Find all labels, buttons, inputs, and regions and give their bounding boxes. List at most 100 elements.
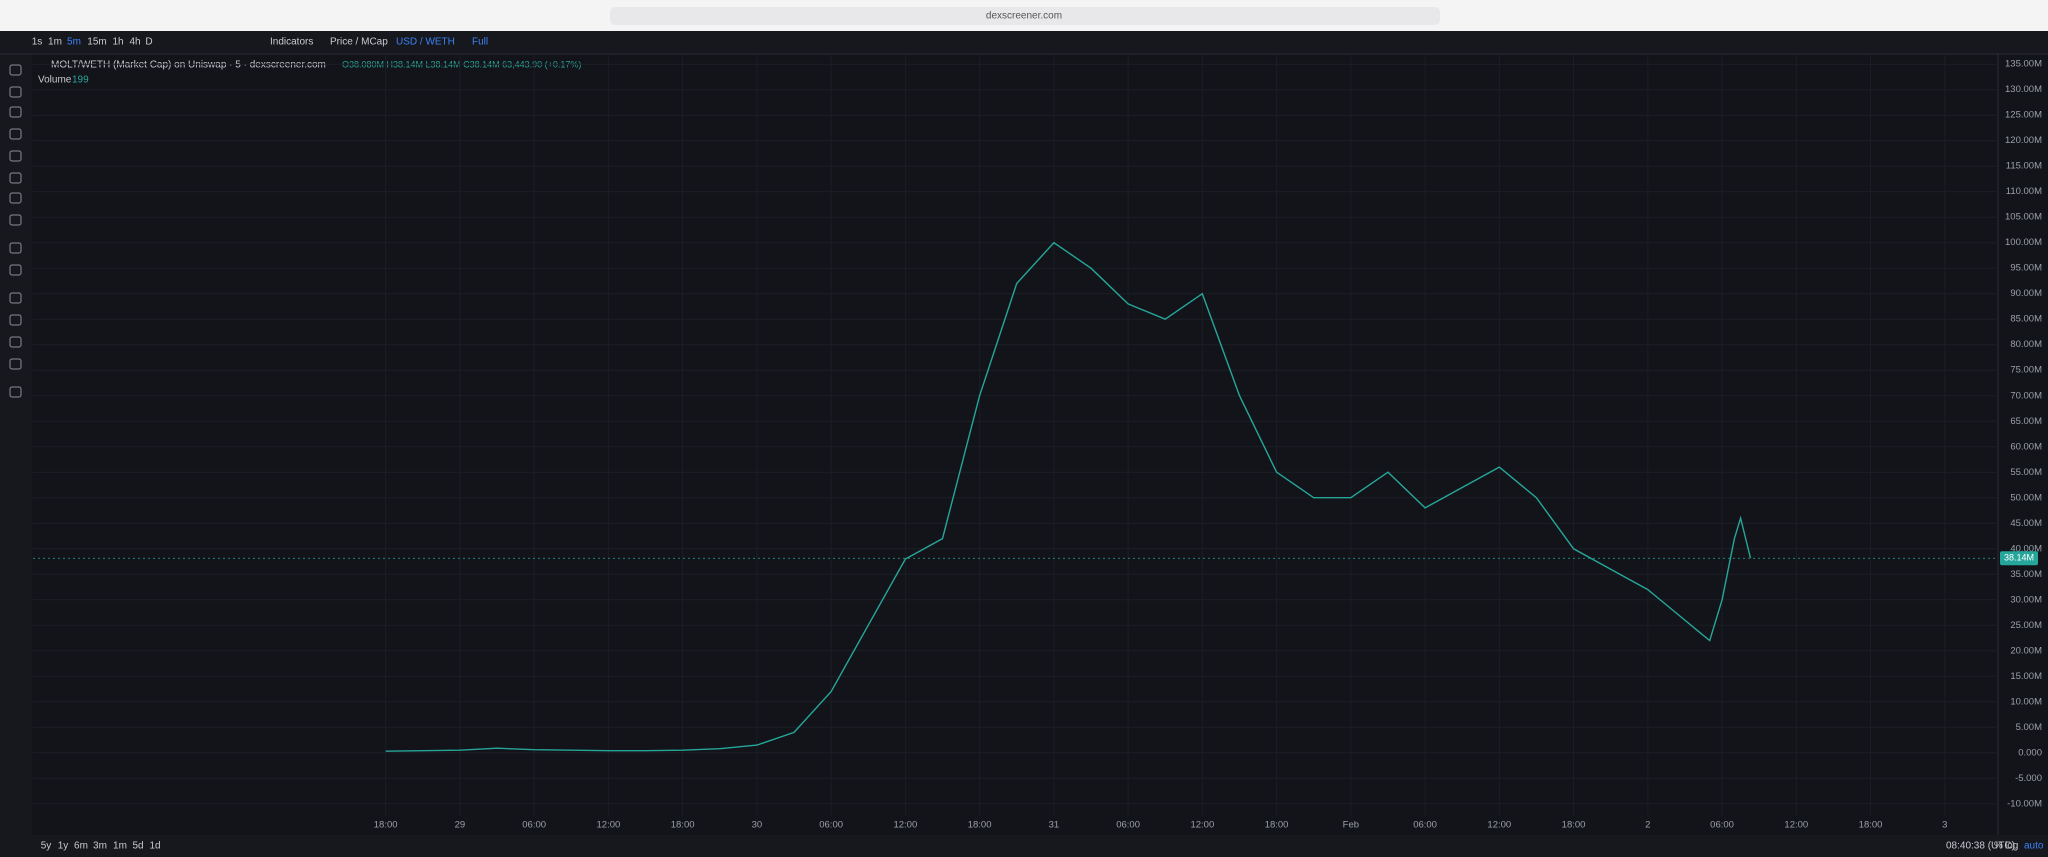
x-tick-label: 12:00 bbox=[597, 820, 621, 831]
range-button[interactable]: 1m bbox=[113, 841, 127, 852]
tool-icon[interactable] bbox=[9, 358, 22, 370]
tool-icon[interactable] bbox=[9, 128, 22, 140]
y-tick-label: 115.00M bbox=[2006, 161, 2042, 172]
range-button[interactable]: 3m bbox=[93, 841, 107, 852]
x-tick-label: 31 bbox=[1049, 820, 1060, 831]
tool-icon[interactable] bbox=[9, 242, 22, 254]
y-tick-label: 105.00M bbox=[2005, 212, 2042, 223]
tool-icon[interactable] bbox=[9, 292, 22, 304]
x-tick-label: 18:00 bbox=[671, 820, 695, 831]
left-sidebar bbox=[0, 54, 32, 857]
interval-button[interactable]: 4h bbox=[129, 37, 140, 48]
y-tick-label: 5.00M bbox=[2016, 722, 2042, 733]
y-tick-label: 90.00M bbox=[2010, 288, 2042, 299]
x-tick-label: 06:00 bbox=[1413, 820, 1437, 831]
interval-button[interactable]: 1s bbox=[32, 37, 43, 48]
range-button[interactable]: 5d bbox=[132, 841, 143, 852]
x-tick-label: 18:00 bbox=[1859, 820, 1883, 831]
y-tick-label: 0.000 bbox=[2018, 747, 2042, 758]
y-tick-label: 65.00M bbox=[2010, 416, 2042, 427]
y-tick-label: 35.00M bbox=[2010, 569, 2042, 580]
x-tick-label: 06:00 bbox=[522, 820, 546, 831]
x-tick-label: 12:00 bbox=[893, 820, 917, 831]
price-axis bbox=[1998, 54, 2048, 835]
y-tick-label: 95.00M bbox=[2010, 263, 2042, 274]
x-tick-label: 3 bbox=[1942, 820, 1947, 831]
y-tick-label: 100.00M bbox=[2005, 237, 2042, 248]
url: dexscreener.com bbox=[986, 11, 1062, 22]
interval-button[interactable]: 1h bbox=[112, 37, 123, 48]
tool-icon[interactable] bbox=[9, 264, 22, 276]
tool-icon[interactable] bbox=[9, 172, 22, 184]
footer-bar bbox=[0, 835, 2048, 857]
y-tick-label: 55.00M bbox=[2010, 467, 2042, 478]
y-tick-label: 50.00M bbox=[2010, 492, 2042, 503]
x-tick-label: 12:00 bbox=[1784, 820, 1808, 831]
full-button[interactable]: Full bbox=[472, 37, 488, 48]
x-tick-label: Feb bbox=[1343, 820, 1359, 831]
tool-icon[interactable] bbox=[9, 214, 22, 226]
y-tick-label: 25.00M bbox=[2010, 620, 2042, 631]
toolbar bbox=[0, 31, 2048, 54]
x-tick-label: 12:00 bbox=[1190, 820, 1214, 831]
x-tick-label: 06:00 bbox=[1710, 820, 1734, 831]
interval-button[interactable]: D bbox=[145, 37, 152, 48]
price-mode[interactable]: Price / MCap bbox=[330, 37, 388, 48]
tool-icon[interactable] bbox=[9, 314, 22, 326]
tool-icon[interactable] bbox=[9, 150, 22, 162]
y-tick-label: 70.00M bbox=[2010, 390, 2042, 401]
y-tick-label: 80.00M bbox=[2010, 339, 2042, 350]
y-tick-label: 20.00M bbox=[2010, 645, 2042, 656]
volume-label: Volume bbox=[38, 75, 72, 86]
tool-icon[interactable] bbox=[9, 64, 22, 76]
tool-icon[interactable] bbox=[9, 336, 22, 348]
clock: 08:40:38 (UTC) bbox=[1946, 841, 2015, 852]
indicators-button[interactable]: Indicators bbox=[270, 37, 313, 48]
interval-button[interactable]: 5m bbox=[67, 37, 81, 48]
tool-icon[interactable] bbox=[9, 106, 22, 118]
price-line bbox=[385, 241, 1752, 752]
tool-icon[interactable] bbox=[9, 386, 22, 398]
currency[interactable]: USD / WETH bbox=[396, 37, 455, 48]
interval-button[interactable]: 15m bbox=[87, 37, 106, 48]
x-tick-label: 30 bbox=[752, 820, 763, 831]
y-tick-label: -5.000 bbox=[2015, 773, 2042, 784]
y-tick-label: 15.00M bbox=[2010, 671, 2042, 682]
range-button[interactable]: 1y bbox=[58, 841, 69, 852]
range-button[interactable]: 5y bbox=[41, 841, 52, 852]
y-tick-label: 125.00M bbox=[2005, 110, 2042, 121]
x-tick-label: 06:00 bbox=[1116, 820, 1140, 831]
y-tick-label: 110.00M bbox=[2006, 186, 2042, 197]
tool-icon[interactable] bbox=[9, 86, 22, 98]
tool-icon[interactable] bbox=[9, 192, 22, 204]
x-tick-label: 29 bbox=[455, 820, 466, 831]
chart-legend-title: MOLT/WETH (Market Cap) on Uniswap · 5 · … bbox=[51, 60, 326, 71]
x-tick-label: 18:00 bbox=[968, 820, 992, 831]
x-tick-label: 12:00 bbox=[1487, 820, 1511, 831]
x-tick-label: 06:00 bbox=[819, 820, 843, 831]
y-tick-label: 130.00M bbox=[2005, 84, 2042, 95]
x-tick-label: 18:00 bbox=[374, 820, 398, 831]
volume-value: 199 bbox=[72, 75, 89, 86]
y-tick-label: 40.00M bbox=[2010, 543, 2042, 554]
y-tick-label: 60.00M bbox=[2010, 441, 2042, 452]
last-price-tag bbox=[2000, 551, 2038, 566]
address-bar[interactable] bbox=[610, 7, 1440, 25]
y-tick-label: 45.00M bbox=[2010, 518, 2042, 529]
last-price-label: 38.14M bbox=[2004, 553, 2034, 563]
interval-button[interactable]: 1m bbox=[48, 37, 62, 48]
auto-toggle[interactable]: auto bbox=[2024, 841, 2044, 852]
x-tick-label: 2 bbox=[1645, 820, 1650, 831]
log-toggle[interactable]: log bbox=[2005, 841, 2018, 852]
y-tick-label: 135.00M bbox=[2005, 59, 2042, 70]
y-tick-label: 10.00M bbox=[2010, 696, 2042, 707]
x-tick-label: 18:00 bbox=[1562, 820, 1586, 831]
y-tick-label: 120.00M bbox=[2005, 135, 2042, 146]
range-button[interactable]: 6m bbox=[74, 841, 88, 852]
y-tick-label: 85.00M bbox=[2010, 314, 2042, 325]
y-tick-label: -10.00M bbox=[2007, 798, 2042, 809]
y-tick-label: 75.00M bbox=[2010, 365, 2042, 376]
range-button[interactable]: 1d bbox=[149, 841, 160, 852]
percent-toggle[interactable]: % bbox=[1994, 841, 2003, 852]
